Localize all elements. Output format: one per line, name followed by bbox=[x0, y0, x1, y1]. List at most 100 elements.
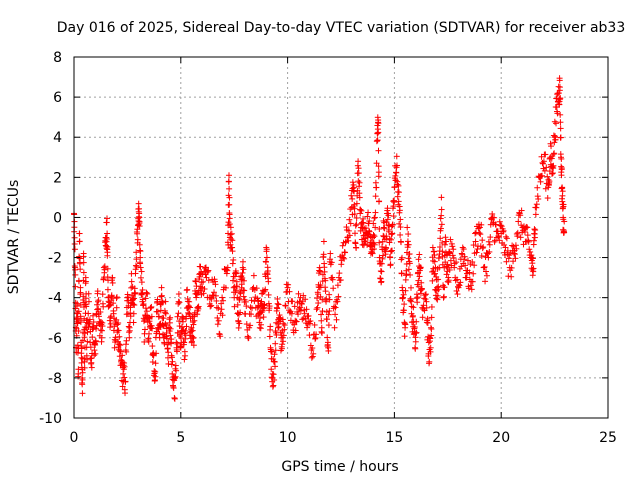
data-point bbox=[229, 248, 236, 255]
data-point bbox=[478, 252, 485, 259]
data-point bbox=[472, 238, 479, 245]
data-point bbox=[187, 304, 194, 311]
data-point bbox=[416, 251, 423, 258]
data-point bbox=[149, 343, 156, 350]
data-point bbox=[172, 362, 179, 369]
data-point bbox=[272, 340, 279, 347]
data-point bbox=[470, 270, 477, 277]
data-point bbox=[393, 169, 400, 176]
data-point bbox=[374, 137, 381, 144]
data-point bbox=[429, 277, 436, 284]
data-point bbox=[208, 302, 215, 309]
data-point bbox=[174, 348, 181, 355]
data-point bbox=[291, 321, 298, 328]
data-point bbox=[527, 248, 534, 255]
data-point bbox=[200, 278, 207, 285]
data-point bbox=[524, 232, 531, 239]
y-tick-label: 4 bbox=[53, 130, 62, 146]
data-point bbox=[138, 291, 145, 298]
data-point bbox=[240, 293, 247, 300]
data-point bbox=[122, 378, 129, 385]
data-point bbox=[240, 277, 247, 284]
data-point bbox=[275, 301, 282, 308]
data-point bbox=[166, 319, 173, 326]
data-point bbox=[97, 309, 104, 316]
data-point bbox=[397, 224, 404, 231]
data-point bbox=[85, 290, 92, 297]
data-point bbox=[247, 322, 254, 329]
y-tick-label: 0 bbox=[53, 210, 62, 226]
data-point bbox=[346, 232, 353, 239]
data-point bbox=[272, 347, 279, 354]
data-point bbox=[167, 325, 174, 332]
data-point bbox=[557, 151, 564, 158]
data-point bbox=[75, 308, 82, 315]
data-point bbox=[226, 201, 233, 208]
data-point bbox=[405, 255, 412, 262]
data-point bbox=[84, 329, 91, 336]
data-point bbox=[298, 300, 305, 307]
data-point bbox=[404, 224, 411, 231]
data-point bbox=[311, 321, 318, 328]
data-point bbox=[320, 238, 327, 245]
data-point bbox=[151, 370, 158, 377]
data-point bbox=[314, 295, 321, 302]
data-point bbox=[327, 250, 334, 257]
data-point bbox=[372, 209, 379, 216]
data-point bbox=[531, 234, 538, 241]
data-point bbox=[248, 297, 255, 304]
data-point bbox=[235, 317, 242, 324]
data-point bbox=[275, 324, 282, 331]
data-point bbox=[350, 181, 357, 188]
data-point bbox=[257, 315, 264, 322]
data-point bbox=[207, 303, 214, 310]
data-point bbox=[142, 295, 149, 302]
data-point bbox=[95, 305, 102, 312]
data-point bbox=[318, 311, 325, 318]
data-point bbox=[336, 270, 343, 277]
y-tick-label: -4 bbox=[48, 291, 62, 307]
data-point bbox=[137, 260, 144, 267]
data-point bbox=[202, 265, 209, 272]
data-point bbox=[287, 308, 294, 315]
data-point bbox=[167, 332, 174, 339]
data-point bbox=[131, 302, 138, 309]
data-point bbox=[135, 200, 142, 207]
data-point bbox=[260, 314, 267, 321]
data-point bbox=[91, 352, 98, 359]
data-point bbox=[143, 289, 150, 296]
data-point bbox=[423, 298, 430, 305]
data-point bbox=[454, 291, 461, 298]
data-point bbox=[79, 369, 86, 376]
data-point bbox=[132, 290, 139, 297]
data-point bbox=[107, 301, 114, 308]
data-point bbox=[428, 303, 435, 310]
data-point bbox=[386, 253, 393, 260]
data-point bbox=[85, 298, 92, 305]
data-point bbox=[78, 317, 85, 324]
data-point bbox=[376, 225, 383, 232]
data-point bbox=[89, 334, 96, 341]
data-point bbox=[109, 279, 116, 286]
data-point bbox=[349, 179, 356, 186]
x-tick-label: 25 bbox=[599, 430, 617, 446]
data-point bbox=[111, 344, 118, 351]
data-point bbox=[140, 301, 147, 308]
data-point bbox=[121, 363, 128, 370]
data-point bbox=[104, 265, 111, 272]
data-point bbox=[323, 316, 330, 323]
data-point bbox=[414, 294, 421, 301]
data-point bbox=[316, 267, 323, 274]
data-point bbox=[97, 327, 104, 334]
data-point bbox=[529, 272, 536, 279]
data-point bbox=[113, 304, 120, 311]
y-axis-title: SDTVAR / TECUs bbox=[6, 180, 22, 295]
data-point bbox=[103, 236, 110, 243]
data-point bbox=[353, 244, 360, 251]
data-point bbox=[234, 283, 241, 290]
data-point bbox=[292, 327, 299, 334]
data-point bbox=[108, 292, 115, 299]
data-point bbox=[104, 243, 111, 250]
data-point bbox=[557, 134, 564, 141]
data-point bbox=[214, 314, 221, 321]
